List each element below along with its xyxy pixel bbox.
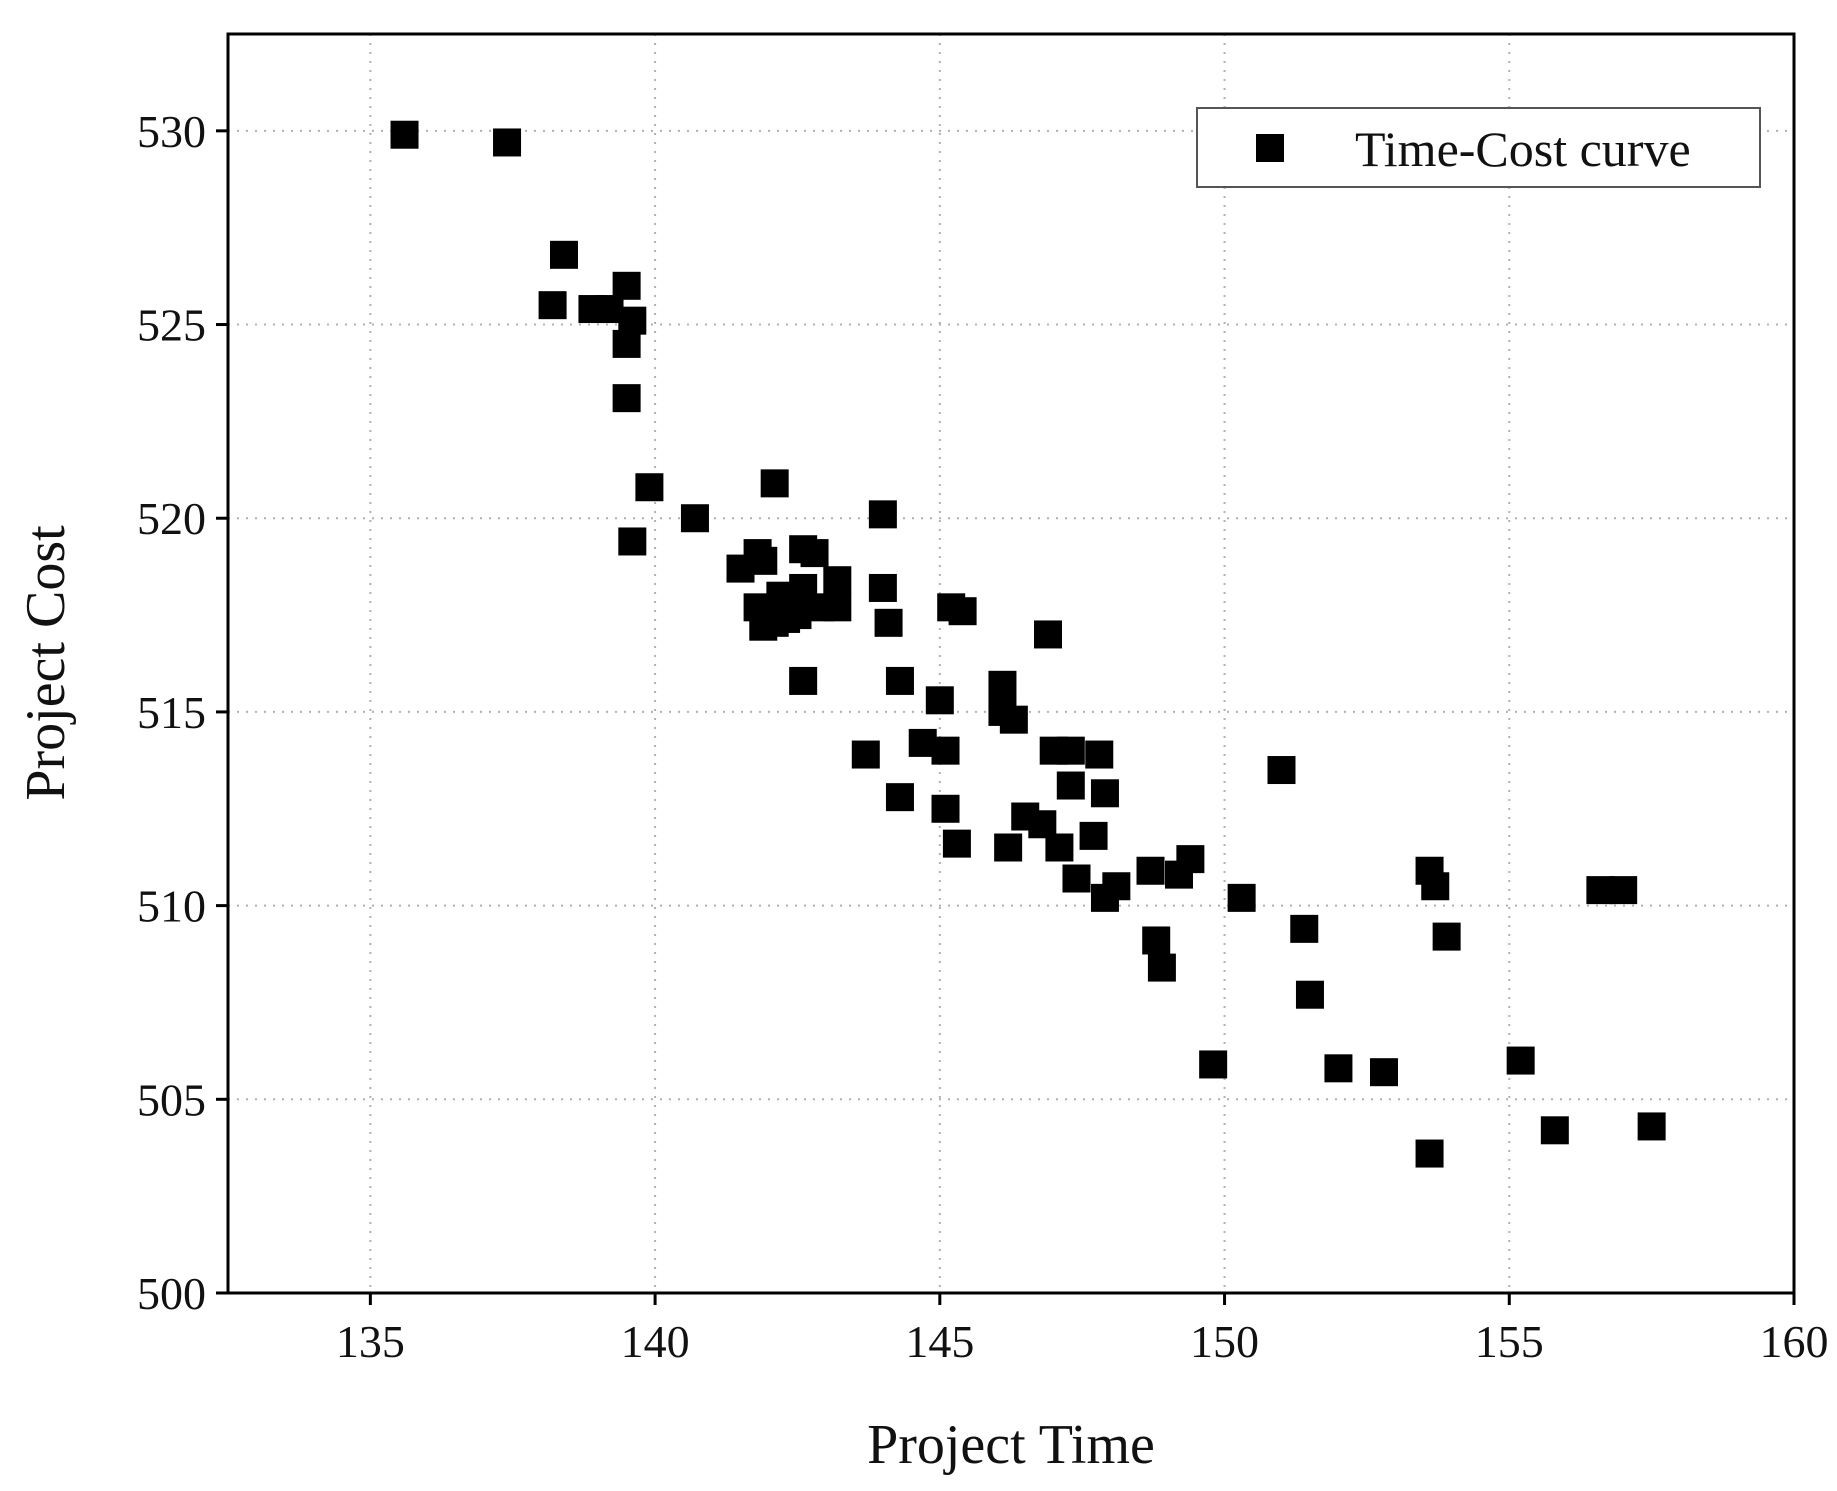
legend-label: Time-Cost curve bbox=[1355, 121, 1691, 177]
plot-area-frame bbox=[226, 32, 1796, 1295]
data-point bbox=[931, 736, 960, 765]
data-point bbox=[1102, 872, 1131, 901]
axis-ticks: 135 140 145 150 155 160 500 505 510 515 520 525 530 bbox=[137, 106, 1829, 1367]
data-point bbox=[493, 128, 522, 157]
y-tick-label: 500 bbox=[137, 1268, 206, 1319]
data-point bbox=[994, 833, 1023, 862]
y-tick-label: 520 bbox=[137, 493, 206, 544]
data-point bbox=[789, 666, 818, 695]
grid-layer bbox=[228, 34, 1794, 1293]
x-tick-label: 155 bbox=[1475, 1316, 1544, 1367]
data-point bbox=[948, 597, 977, 626]
data-point bbox=[1136, 856, 1165, 885]
y-tick-label: 530 bbox=[137, 106, 206, 157]
y-tick-label: 515 bbox=[137, 687, 206, 738]
data-point bbox=[868, 573, 897, 602]
data-point bbox=[538, 291, 567, 320]
data-point bbox=[1142, 926, 1171, 955]
x-tick-label: 140 bbox=[621, 1316, 690, 1367]
data-point bbox=[1090, 779, 1119, 808]
data-point bbox=[1506, 1046, 1535, 1075]
data-point bbox=[1227, 883, 1256, 912]
data-point bbox=[549, 240, 578, 269]
y-tick-label: 505 bbox=[137, 1074, 206, 1125]
x-tick-label: 145 bbox=[905, 1316, 974, 1367]
legend-marker-square bbox=[1256, 134, 1284, 162]
data-point bbox=[1432, 922, 1461, 951]
data-point bbox=[1324, 1054, 1353, 1083]
data-point bbox=[1034, 620, 1063, 649]
data-point bbox=[823, 593, 852, 622]
data-point bbox=[999, 705, 1028, 734]
data-points bbox=[390, 120, 1666, 1168]
data-point bbox=[823, 566, 852, 595]
data-point bbox=[1056, 771, 1085, 800]
data-point bbox=[612, 271, 641, 300]
data-point bbox=[612, 384, 641, 413]
legend: Time-Cost curve bbox=[1196, 107, 1761, 188]
data-point bbox=[1637, 1112, 1666, 1141]
data-point bbox=[868, 500, 897, 529]
data-point bbox=[1045, 833, 1074, 862]
data-point bbox=[874, 608, 903, 637]
data-point bbox=[1056, 736, 1085, 765]
data-point bbox=[800, 539, 829, 568]
data-point bbox=[1421, 872, 1450, 901]
legend-box bbox=[1196, 107, 1761, 188]
x-tick-label: 150 bbox=[1190, 1316, 1259, 1367]
data-point bbox=[680, 504, 709, 533]
data-point bbox=[1147, 953, 1176, 982]
data-point bbox=[942, 829, 971, 858]
data-point bbox=[851, 740, 880, 769]
data-point bbox=[988, 670, 1017, 699]
data-point bbox=[1415, 1139, 1444, 1168]
data-point bbox=[1540, 1116, 1569, 1145]
data-point bbox=[749, 546, 778, 575]
y-tick-label: 510 bbox=[137, 881, 206, 932]
data-point bbox=[760, 469, 789, 498]
data-point bbox=[1085, 740, 1114, 769]
data-point bbox=[1267, 756, 1296, 785]
data-point bbox=[635, 473, 664, 502]
data-point bbox=[885, 666, 914, 695]
data-point bbox=[1079, 821, 1108, 850]
x-tick-label: 160 bbox=[1760, 1316, 1829, 1367]
data-point bbox=[1290, 914, 1319, 943]
data-point bbox=[931, 794, 960, 823]
data-point bbox=[925, 686, 954, 715]
data-point bbox=[618, 527, 647, 556]
y-tick-label: 525 bbox=[137, 300, 206, 351]
data-point bbox=[1176, 845, 1205, 874]
x-tick-label: 135 bbox=[336, 1316, 405, 1367]
data-point bbox=[1295, 980, 1324, 1009]
data-point bbox=[390, 120, 419, 149]
data-point bbox=[1199, 1050, 1228, 1079]
data-point bbox=[1062, 864, 1091, 893]
data-point bbox=[1609, 876, 1638, 905]
data-point bbox=[885, 783, 914, 812]
data-point bbox=[612, 329, 641, 358]
y-axis-label: Project Cost bbox=[15, 525, 77, 801]
x-axis-label: Project Time bbox=[867, 1414, 1155, 1476]
data-point bbox=[1369, 1058, 1398, 1087]
